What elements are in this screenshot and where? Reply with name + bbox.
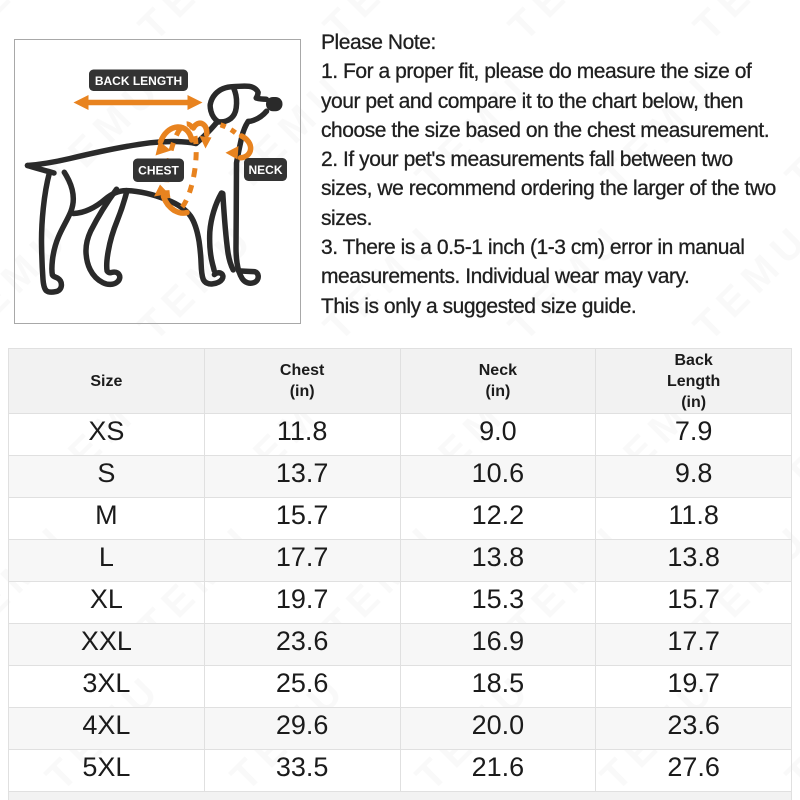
svg-text:BACK LENGTH: BACK LENGTH [95, 74, 182, 88]
svg-text:NECK: NECK [248, 163, 282, 177]
svg-text:CHEST: CHEST [138, 164, 179, 178]
